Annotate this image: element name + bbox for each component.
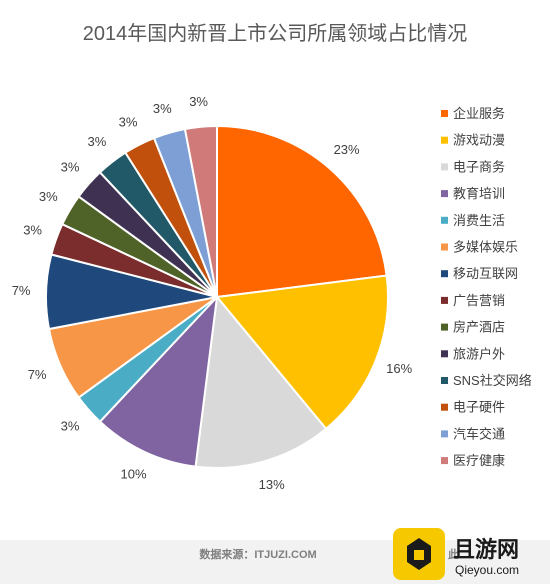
- footer-band: [0, 540, 550, 584]
- pie-data-label: 3%: [61, 159, 80, 174]
- pie-data-label: 7%: [12, 283, 31, 298]
- pie-slice-1: [216, 124, 388, 299]
- legend-swatch: [441, 377, 448, 384]
- pie-slices: [44, 124, 389, 469]
- pie-data-label: 3%: [119, 114, 138, 129]
- legend-swatch: [441, 163, 448, 171]
- legend-swatch: [441, 190, 448, 198]
- pie-data-label: 3%: [189, 94, 208, 109]
- legend-swatch: [441, 430, 448, 438]
- legend-label: 移动互联网: [453, 266, 518, 281]
- watermark-main-text: 且游网: [453, 537, 519, 562]
- legend-label: 企业服务: [453, 106, 505, 121]
- legend-label: 房产酒店: [453, 320, 505, 335]
- legend-swatch: [441, 110, 448, 117]
- pie-data-label: 3%: [23, 223, 42, 238]
- legend-label: 电子硬件: [453, 400, 505, 415]
- pie-data-label: 16%: [386, 361, 412, 376]
- pie-data-label: 3%: [88, 134, 107, 149]
- legend-swatch: [441, 350, 448, 358]
- pie-data-label: 13%: [259, 477, 285, 492]
- legend-swatch: [441, 296, 448, 304]
- source-text: 数据来源：ITJUZI.COM: [199, 547, 316, 561]
- pie-labels: 23%16%13%10%3%7%7%3%3%3%3%3%3% 3%: [12, 94, 413, 492]
- pie-slice-3: [194, 294, 328, 469]
- pie-data-label: 10%: [120, 466, 146, 481]
- legend-label: 电子商务: [453, 159, 505, 174]
- legend-label: 医疗健康: [453, 453, 505, 468]
- pie-slice-14: [183, 124, 218, 298]
- legend-swatch: [441, 323, 448, 331]
- watermark-logo: 且游网 Qieyou.com: [393, 528, 519, 580]
- pie-slice-2: [215, 274, 389, 431]
- watermark-sub-text: Qieyou.com: [455, 563, 519, 577]
- legend: 企业服务游戏动漫电子商务教育培训消费生活多媒体娱乐移动互联网广告营销房产酒店旅游…: [441, 106, 532, 468]
- pie-data-label: 23%: [334, 142, 360, 157]
- legend-label: 多媒体娱乐: [453, 240, 518, 255]
- legend-swatch: [441, 243, 448, 251]
- legend-label: 消费生活: [453, 213, 505, 228]
- legend-label: 教育培训: [453, 186, 505, 201]
- legend-swatch: [441, 216, 448, 224]
- legend-label: 游戏动漫: [453, 133, 505, 148]
- legend-label: 广告营销: [453, 293, 505, 308]
- chart-title: 2014年国内新晋上市公司所属领域占比情况: [83, 22, 468, 45]
- partial-footer-text: 此: [448, 547, 459, 561]
- legend-label: SNS社交网络: [453, 373, 532, 388]
- pie-data-label: 3%: [61, 419, 80, 434]
- legend-label: 汽车交通: [453, 426, 505, 441]
- pie-slice-4: [98, 294, 219, 468]
- pie-data-label: 3%: [153, 101, 172, 116]
- pie-data-label: 7%: [28, 367, 47, 382]
- legend-swatch: [441, 403, 448, 411]
- legend-label: 旅游户外: [453, 346, 505, 361]
- legend-swatch: [441, 270, 448, 278]
- legend-swatch: [441, 457, 448, 465]
- legend-swatch: [441, 136, 448, 144]
- pie-data-label: 3%: [39, 189, 58, 204]
